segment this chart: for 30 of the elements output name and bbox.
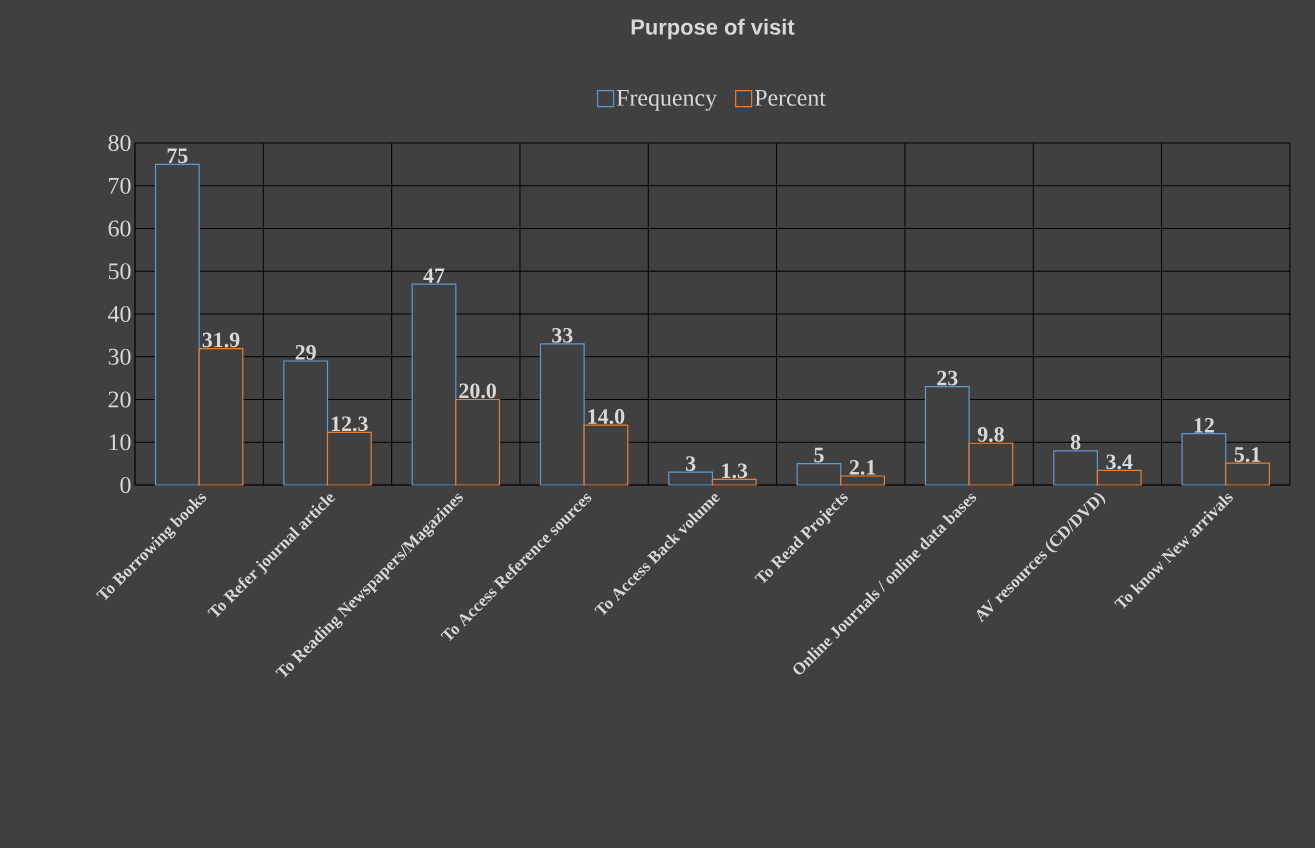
data-label: 20.0	[459, 383, 496, 399]
y-tick-label: 10	[109, 434, 131, 451]
y-tick-label: 50	[108, 263, 131, 280]
y-tick-label: 30	[108, 348, 131, 365]
data-label: 47	[423, 268, 445, 283]
data-label: 3.4	[1106, 454, 1133, 470]
data-label: 3	[685, 456, 696, 471]
data-label: 5	[814, 447, 824, 463]
y-tick-label: 80	[108, 134, 131, 152]
legend-label: Frequency	[616, 89, 717, 111]
y-tick-label: 60	[108, 220, 131, 237]
y-tick-label: 40	[108, 305, 131, 323]
data-label: 9.8	[977, 427, 1004, 442]
data-label: 14.0	[588, 409, 625, 424]
data-label: 1.3	[722, 463, 748, 479]
data-label: 8	[1070, 434, 1081, 450]
data-label: 29	[295, 345, 316, 360]
legend-label: Percent	[754, 89, 826, 106]
y-tick-label: 0	[120, 476, 131, 494]
data-label: 2.1	[849, 459, 876, 475]
y-tick-label: 20	[108, 391, 131, 408]
data-label: 12.3	[331, 416, 368, 432]
data-label: 12	[1194, 417, 1214, 433]
data-label: 5.1	[1234, 447, 1261, 462]
y-tick-label: 70	[109, 177, 131, 194]
data-label: 75	[167, 148, 188, 164]
data-label: 23	[937, 370, 958, 386]
chart-title: Purpose of visit	[631, 18, 795, 40]
data-label: 31.9	[202, 332, 240, 348]
data-label: 33	[552, 327, 573, 343]
